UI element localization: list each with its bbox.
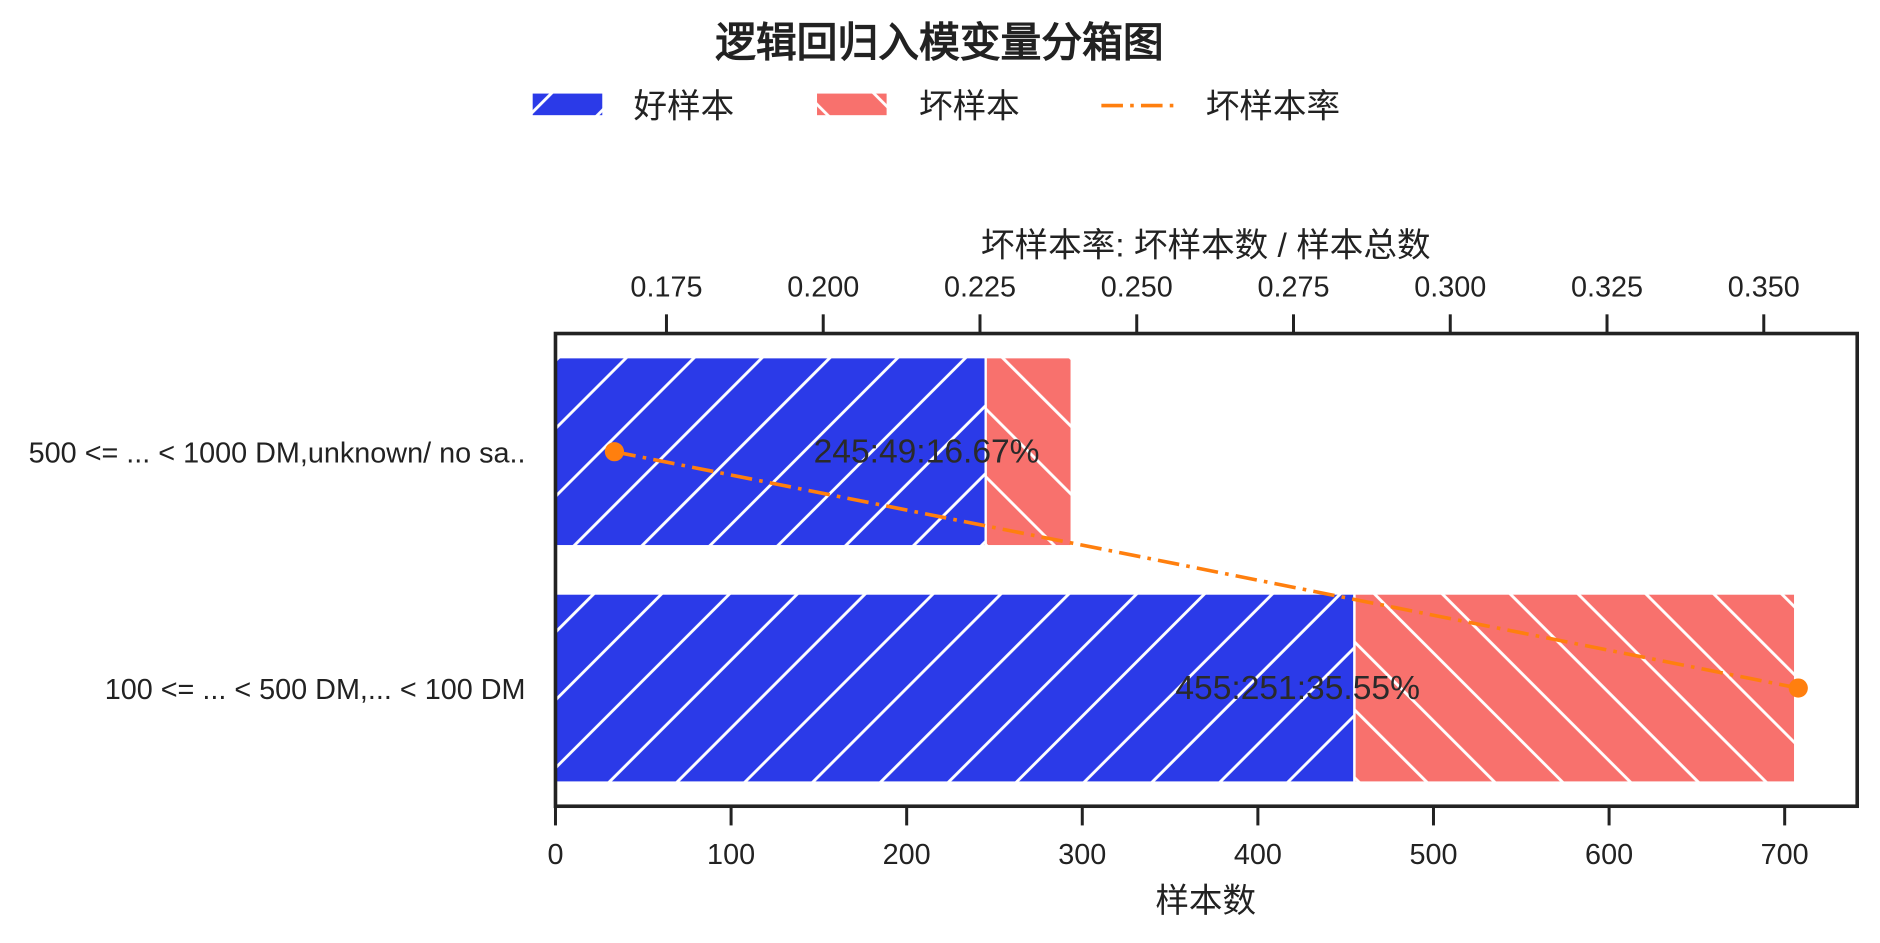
top-tick-label: 0.250 [1101, 271, 1173, 303]
good-sample-bar [554, 355, 987, 548]
good-sample-bar [554, 592, 1356, 784]
bad-sample-bar [984, 355, 1073, 548]
top-axis-label: 坏样本率: 坏样本数 / 样本总数 [981, 227, 1431, 265]
category-label: 500 <= ... < 1000 DM,unknown/ no sa.. [29, 438, 526, 470]
bottom-tick-label: 500 [1409, 839, 1457, 871]
bars [554, 355, 1797, 784]
legend: 好样本 坏样本 坏样本率 [532, 88, 1340, 126]
bar-annotation: 245:49:16.67% [814, 434, 1040, 471]
bottom-axis-label: 样本数 [1155, 882, 1256, 920]
bar-annotation: 455:251:35.55% [1175, 670, 1420, 707]
y-axis: 500 <= ... < 1000 DM,unknown/ no sa.. 100… [29, 438, 526, 706]
legend-item-good: 好样本 [532, 88, 734, 126]
category-label: 100 <= ... < 500 DM,... < 100 DM [105, 674, 526, 706]
bottom-tick-label: 700 [1761, 839, 1809, 871]
legend-swatch-good [532, 93, 603, 116]
bad-rate-point [604, 442, 625, 462]
top-tick-label: 0.350 [1728, 271, 1800, 303]
legend-item-bad: 坏样本 [817, 88, 1020, 126]
legend-label-good: 好样本 [633, 88, 734, 126]
legend-label-rate: 坏样本率 [1206, 88, 1340, 126]
bad-rate-line [614, 449, 1799, 690]
bad-sample-bar [1353, 592, 1797, 784]
chart-title: 逻辑回归入模变量分箱图 [715, 19, 1164, 65]
legend-item-rate: 坏样本率 [1101, 88, 1340, 126]
top-tick-label: 0.275 [1257, 271, 1329, 303]
bottom-tick-label: 600 [1585, 839, 1633, 871]
rate-line-layer [604, 442, 1808, 698]
top-tick-label: 0.300 [1414, 271, 1486, 303]
bottom-tick-label: 400 [1234, 839, 1282, 871]
bad-rate-point [1788, 678, 1808, 698]
top-tick-label: 0.200 [787, 271, 859, 303]
legend-label-bad: 坏样本 [919, 88, 1020, 126]
bar-annotations: 245:49:16.67% 455:251:35.55% [814, 434, 1420, 707]
top-tick-label: 0.175 [630, 271, 702, 303]
plot-frame [553, 331, 1860, 809]
bottom-tick-label: 100 [707, 839, 755, 871]
top-tick-label: 0.225 [944, 271, 1016, 303]
top-tick-label: 0.325 [1571, 271, 1643, 303]
legend-swatch-bad [817, 93, 887, 116]
bottom-tick-label: 300 [1058, 839, 1106, 871]
bottom-tick-label: 0 [547, 839, 563, 871]
top-axis: 0.175 0.200 0.225 0.250 0.275 0.300 0.325 0.350 [630, 271, 1800, 334]
bottom-tick-label: 200 [883, 839, 931, 871]
bottom-axis: 0 100 200 300 400 500 600 700 [547, 806, 1809, 871]
